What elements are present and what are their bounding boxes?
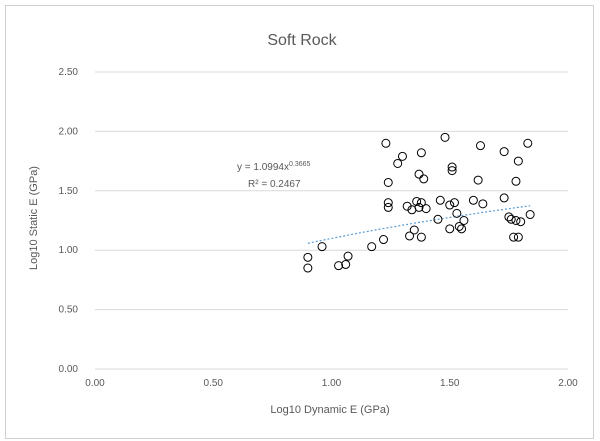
data-point	[416, 148, 426, 158]
data-points	[303, 132, 535, 273]
trendline-layer	[307, 205, 531, 244]
data-point	[435, 195, 445, 205]
data-point	[454, 221, 464, 231]
y-tick-label: 0.50	[59, 305, 79, 316]
x-tick-label: 1.50	[440, 378, 460, 389]
data-point	[457, 224, 467, 234]
data-point	[473, 175, 483, 185]
data-point	[381, 138, 391, 148]
data-point	[516, 217, 526, 227]
y-tick-label: 0.00	[59, 364, 79, 375]
y-tick-label: 1.50	[59, 186, 79, 197]
trendline-r-squared: R² = 0.2467	[248, 179, 301, 190]
x-tick-label: 0.50	[204, 378, 224, 389]
data-point	[499, 147, 509, 157]
data-point	[412, 196, 422, 206]
data-point	[341, 259, 351, 269]
data-point	[303, 263, 313, 273]
data-point	[511, 216, 521, 225]
grid-lines	[95, 71, 568, 370]
data-point	[379, 235, 389, 245]
trendline-equation-exponent: 0.3665	[289, 161, 311, 168]
tick-labels: 0.00 0.50 1.00 1.50 2.00 2.50 0.00 0.50 1.00 1.50…	[59, 67, 579, 389]
data-point	[513, 232, 523, 242]
y-tick-label: 2.00	[59, 126, 79, 137]
data-point	[504, 212, 514, 222]
data-point	[317, 242, 327, 252]
data-point	[303, 252, 313, 262]
data-point	[452, 208, 462, 218]
trendline-equation: y = 1.0994x0.3665	[237, 161, 311, 173]
data-point	[334, 261, 344, 271]
data-point	[445, 224, 455, 234]
power-trendline	[307, 205, 531, 244]
data-point	[523, 138, 533, 148]
data-point	[509, 232, 519, 242]
y-tick-label: 1.00	[59, 245, 79, 256]
data-point	[367, 242, 377, 252]
data-point	[409, 225, 419, 235]
data-point	[414, 202, 424, 212]
x-tick-label: 0.00	[85, 378, 105, 389]
data-point	[447, 162, 457, 172]
data-point	[397, 151, 407, 161]
data-point	[416, 232, 426, 242]
data-point	[383, 202, 393, 212]
data-point	[421, 204, 431, 214]
x-axis-title: Log10 Dynamic E (GPa)	[270, 404, 389, 416]
data-point	[343, 251, 353, 261]
x-tick-label: 1.00	[322, 378, 342, 389]
data-point	[416, 198, 426, 208]
data-point	[440, 132, 450, 142]
data-point	[383, 198, 393, 208]
data-point	[513, 156, 523, 166]
data-point	[447, 166, 457, 176]
y-tick-label: 2.50	[59, 67, 79, 78]
data-point	[393, 158, 403, 168]
data-point	[525, 210, 535, 220]
data-point	[383, 177, 393, 187]
data-point	[475, 141, 485, 151]
data-point	[445, 200, 455, 210]
data-point	[506, 214, 516, 224]
data-point	[419, 174, 429, 184]
data-point	[405, 231, 415, 241]
data-point	[459, 216, 469, 225]
y-axis-title: Log10 Static E (GPa)	[28, 166, 40, 270]
chart-title: Soft Rock	[267, 32, 337, 49]
data-point	[511, 176, 521, 186]
chart-frame	[5, 5, 594, 439]
data-point	[433, 214, 443, 224]
data-point	[449, 198, 459, 208]
data-point	[499, 193, 509, 203]
data-point	[414, 169, 424, 179]
data-point	[468, 195, 478, 205]
data-point	[478, 199, 488, 209]
x-tick-label: 2.00	[558, 378, 578, 389]
